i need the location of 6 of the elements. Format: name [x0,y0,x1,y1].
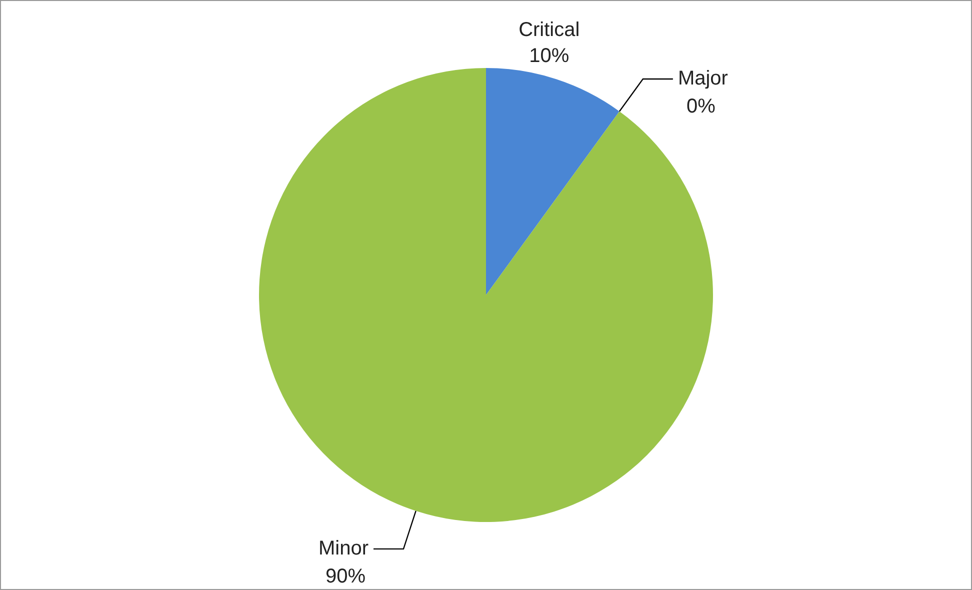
data-label: 10% [529,45,570,67]
category-label: Major [678,68,728,90]
slice-label: Minor [318,537,369,560]
slice-label: Critical [518,19,580,41]
data-label: 90% [325,565,366,588]
text: 0% [686,96,716,118]
